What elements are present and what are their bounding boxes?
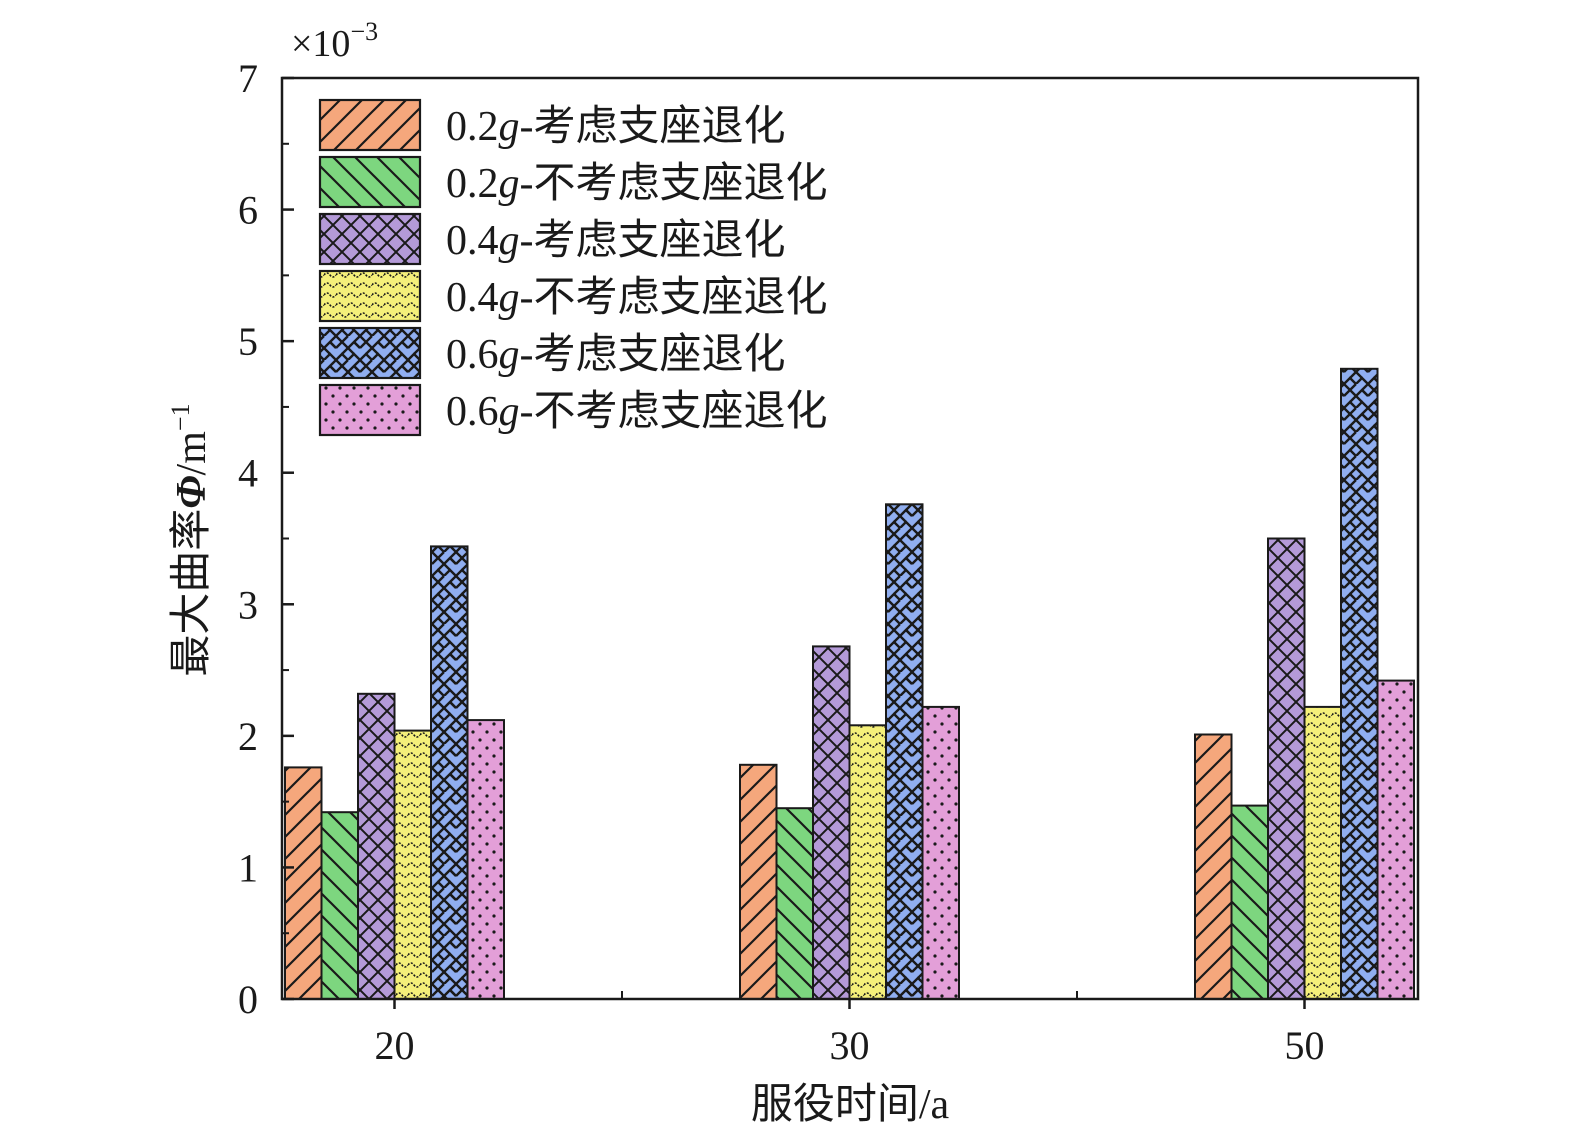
y-tick-label: 3 [238,582,258,627]
legend-label-2: 0.2g-不考虑支座退化 [446,160,828,207]
y-tick-label: 5 [238,319,258,364]
y-tick-label: 1 [238,845,258,890]
legend-label-5: 0.6g-考虑支座退化 [446,331,786,378]
bar-20-series-3 [357,692,396,1000]
legend-swatch-1 [318,98,422,152]
bar-30-series-3 [812,645,851,1001]
y-axis-label: 最大曲率Φ/m−1 [166,403,215,676]
bars-layer [284,367,1415,1001]
y-tick-label: 6 [238,188,258,233]
legend-swatch-6 [318,383,422,437]
bar-50-series-6 [1376,679,1415,1000]
bar-30-series-1 [739,763,778,1000]
bar-50-series-2 [1230,804,1269,1000]
legend-swatch-3 [318,212,422,266]
y-multiplier: ×10−3 [291,17,378,65]
legend-label-3: 0.4g-考虑支座退化 [446,217,786,264]
y-tick-label: 2 [238,714,258,759]
bar-20-series-5 [430,545,469,1001]
legend-swatch-4 [318,269,422,323]
bar-30-series-5 [885,503,924,1000]
bar-20-series-4 [393,729,432,1000]
bar-50-series-5 [1340,367,1379,1000]
legend-swatch-5 [318,326,422,380]
bar-50-series-4 [1303,705,1342,1001]
x-tick-label: 30 [830,1023,870,1068]
bar-30-series-4 [848,724,887,1000]
legend-label-1: 0.2g-考虑支座退化 [446,103,786,150]
legend-swatch-2 [318,155,422,209]
legend-label-4: 0.4g-不考虑支座退化 [446,274,828,321]
bar-20-series-1 [284,766,323,1001]
bar-50-series-3 [1267,537,1306,1000]
x-tick-label: 50 [1285,1023,1325,1068]
bar-20-series-2 [320,811,359,1001]
bar-20-series-6 [466,719,505,1000]
bar-50-series-1 [1194,733,1233,1000]
y-tick-label: 4 [238,451,258,496]
y-tick-label: 0 [238,977,258,1022]
axes-layer: 0 1 2 3 4 5 6 7 20 30 50 [238,56,1325,1068]
legend-label-6: 0.6g-不考虑支座退化 [446,388,828,435]
x-tick-label: 20 [375,1023,415,1068]
y-tick-label: 7 [238,56,258,101]
bar-30-series-6 [921,705,960,1001]
bar-30-series-2 [775,807,814,1001]
legend: 0.2g-考虑支座退化 0.2g-不考虑支座退化 0.4g-考虑支座退化 0.4g-不… [318,98,828,437]
x-axis-label: 服役时间/a [751,1082,950,1128]
